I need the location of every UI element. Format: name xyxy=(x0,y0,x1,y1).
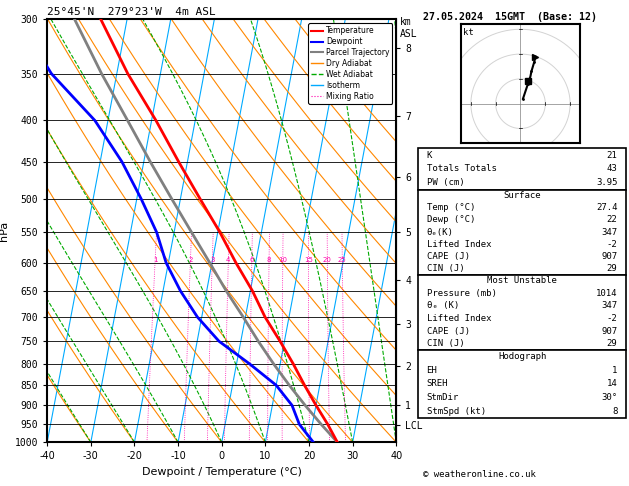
Text: StmDir: StmDir xyxy=(426,393,459,402)
Text: Lifted Index: Lifted Index xyxy=(426,314,491,323)
Text: CAPE (J): CAPE (J) xyxy=(426,252,470,261)
Text: θₑ(K): θₑ(K) xyxy=(426,227,454,237)
Text: 10: 10 xyxy=(278,257,287,263)
Text: 29: 29 xyxy=(607,264,618,273)
Text: 347: 347 xyxy=(601,227,618,237)
Text: 15: 15 xyxy=(304,257,313,263)
Text: 8: 8 xyxy=(267,257,271,263)
Text: 8: 8 xyxy=(612,407,618,416)
Text: Pressure (mb): Pressure (mb) xyxy=(426,289,496,298)
Text: 2: 2 xyxy=(188,257,192,263)
Text: -2: -2 xyxy=(607,314,618,323)
Text: -2: -2 xyxy=(607,240,618,249)
Text: Dewp (°C): Dewp (°C) xyxy=(426,215,475,225)
Text: Lifted Index: Lifted Index xyxy=(426,240,491,249)
Text: km: km xyxy=(399,17,411,27)
Text: θₑ (K): θₑ (K) xyxy=(426,301,459,311)
Text: 907: 907 xyxy=(601,252,618,261)
Text: 29: 29 xyxy=(607,339,618,348)
Text: 30°: 30° xyxy=(601,393,618,402)
Text: CAPE (J): CAPE (J) xyxy=(426,327,470,336)
Legend: Temperature, Dewpoint, Parcel Trajectory, Dry Adiabat, Wet Adiabat, Isotherm, Mi: Temperature, Dewpoint, Parcel Trajectory… xyxy=(308,23,392,104)
Text: 3: 3 xyxy=(210,257,214,263)
Text: 907: 907 xyxy=(601,327,618,336)
Text: 22: 22 xyxy=(607,215,618,225)
X-axis label: Dewpoint / Temperature (°C): Dewpoint / Temperature (°C) xyxy=(142,467,302,477)
Text: StmSpd (kt): StmSpd (kt) xyxy=(426,407,486,416)
Text: Hodograph: Hodograph xyxy=(498,352,546,361)
Text: 21: 21 xyxy=(607,151,618,159)
Text: 347: 347 xyxy=(601,301,618,311)
Text: 14: 14 xyxy=(607,380,618,388)
Text: SREH: SREH xyxy=(426,380,448,388)
Text: 20: 20 xyxy=(323,257,332,263)
Text: 1014: 1014 xyxy=(596,289,618,298)
Text: kt: kt xyxy=(464,28,474,37)
Text: 6: 6 xyxy=(250,257,254,263)
Text: 4: 4 xyxy=(226,257,230,263)
Text: Totals Totals: Totals Totals xyxy=(426,164,496,174)
Text: Most Unstable: Most Unstable xyxy=(487,277,557,285)
Text: K: K xyxy=(426,151,432,159)
Text: 25°45'N  279°23'W  4m ASL: 25°45'N 279°23'W 4m ASL xyxy=(47,7,216,17)
Text: 3.95: 3.95 xyxy=(596,178,618,187)
Text: 1: 1 xyxy=(612,366,618,375)
Text: ASL: ASL xyxy=(399,29,417,39)
Text: Surface: Surface xyxy=(503,191,541,200)
Y-axis label: hPa: hPa xyxy=(0,221,9,241)
Text: 27.05.2024  15GMT  (Base: 12): 27.05.2024 15GMT (Base: 12) xyxy=(423,12,597,22)
Text: Temp (°C): Temp (°C) xyxy=(426,203,475,212)
Y-axis label: Mixing Ratio (g/kg): Mixing Ratio (g/kg) xyxy=(428,185,438,277)
Text: 1: 1 xyxy=(153,257,157,263)
Text: CIN (J): CIN (J) xyxy=(426,339,464,348)
Text: CIN (J): CIN (J) xyxy=(426,264,464,273)
Text: © weatheronline.co.uk: © weatheronline.co.uk xyxy=(423,469,535,479)
Text: PW (cm): PW (cm) xyxy=(426,178,464,187)
Text: 43: 43 xyxy=(607,164,618,174)
Text: EH: EH xyxy=(426,366,437,375)
Text: 27.4: 27.4 xyxy=(596,203,618,212)
Text: 25: 25 xyxy=(338,257,347,263)
